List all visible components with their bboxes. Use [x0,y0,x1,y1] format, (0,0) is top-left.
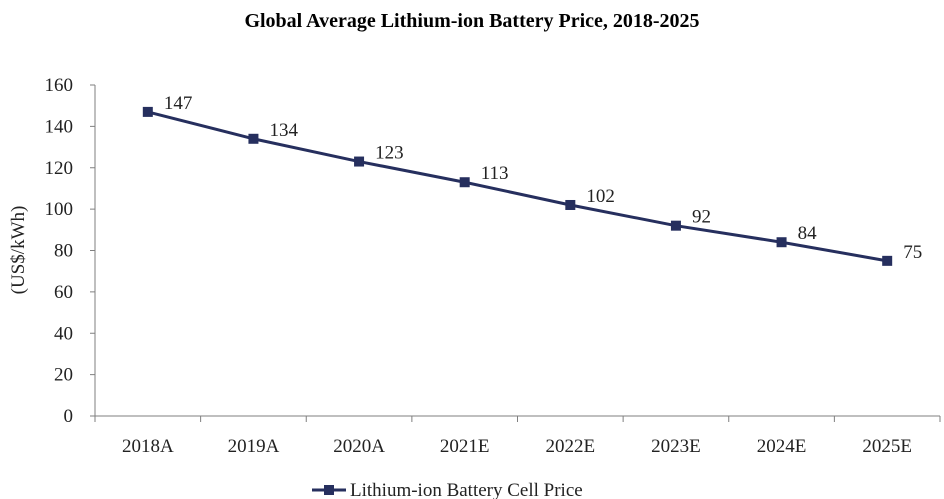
data-point-marker [670,220,681,231]
data-point-marker [142,106,153,117]
data-label: 75 [903,242,922,263]
y-tick-label: 140 [45,116,74,137]
x-tick-label: 2023E [651,436,701,457]
data-labels: 147 134 123 113 102 92 84 75 [164,93,922,263]
data-label: 147 [164,93,193,114]
data-point-marker [354,156,365,167]
y-tick-label: 100 [45,199,74,220]
legend-label: Lithium-ion Battery Cell Price [350,480,583,499]
data-point-marker [459,177,470,188]
data-label: 92 [692,207,711,228]
x-axis-ticks: 2018A 2019A 2020A 2021E 2022E 2023E 2024E 2025E [94,416,941,457]
y-tick-label: 160 [45,75,74,96]
x-tick-label: 2019A [228,436,280,457]
y-tick-label: 0 [64,406,74,427]
series-line [147,110,888,263]
y-tick-label: 40 [54,323,73,344]
x-tick-label: 2018A [122,436,174,457]
data-point-marker [248,133,259,144]
x-tick-label: 2020A [333,436,385,457]
y-tick-label: 80 [54,241,73,262]
x-tick-label: 2022E [546,436,596,457]
y-tick-label: 20 [54,365,73,386]
legend-marker-swatch [324,485,334,495]
x-tick-label: 2024E [757,436,807,457]
chart-title: Global Average Lithium-ion Battery Price… [244,10,700,32]
data-point-marker [565,199,576,210]
data-label: 134 [269,120,298,141]
legend: Lithium-ion Battery Cell Price [312,480,583,499]
y-tick-label: 120 [45,158,74,179]
axes [94,85,940,417]
data-point-marker [776,237,787,248]
x-tick-label: 2021E [440,436,490,457]
series [142,106,893,266]
data-label: 102 [586,186,615,207]
y-axis-ticks: 0 20 40 60 80 100 120 140 160 [45,75,95,427]
x-tick-label: 2025E [862,436,912,457]
data-label: 84 [798,223,818,244]
data-point-marker [882,255,893,266]
y-axis-label: (US$/kWh) [8,206,29,295]
y-tick-label: 60 [54,282,73,303]
data-label: 123 [375,143,404,164]
data-label: 113 [481,163,509,184]
